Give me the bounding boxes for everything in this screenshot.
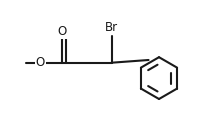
- Text: O: O: [58, 25, 67, 38]
- Text: Br: Br: [105, 21, 118, 34]
- Text: O: O: [35, 56, 45, 69]
